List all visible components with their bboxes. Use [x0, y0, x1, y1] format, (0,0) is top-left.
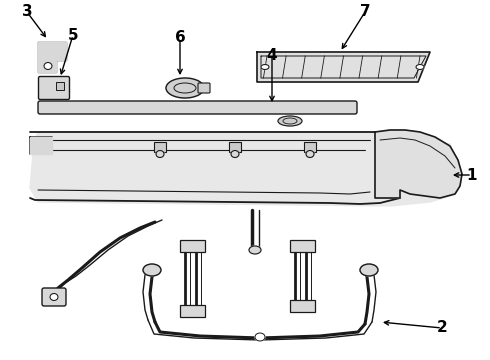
Ellipse shape: [261, 64, 269, 69]
Bar: [180, 305, 205, 317]
Text: 5: 5: [68, 27, 78, 42]
FancyBboxPatch shape: [38, 101, 357, 114]
Ellipse shape: [166, 78, 204, 98]
FancyBboxPatch shape: [42, 288, 66, 306]
Text: 4: 4: [267, 48, 277, 63]
Bar: [154, 142, 166, 152]
Text: 6: 6: [174, 31, 185, 45]
Ellipse shape: [44, 63, 52, 69]
Polygon shape: [30, 132, 455, 206]
Text: 2: 2: [437, 320, 447, 336]
FancyBboxPatch shape: [198, 83, 210, 93]
Text: 3: 3: [22, 4, 32, 19]
Ellipse shape: [416, 64, 424, 69]
Ellipse shape: [50, 293, 58, 301]
Polygon shape: [30, 137, 52, 154]
Bar: [290, 300, 315, 312]
Ellipse shape: [360, 264, 378, 276]
Bar: [229, 142, 241, 152]
Text: 1: 1: [467, 167, 477, 183]
Bar: [290, 240, 315, 252]
FancyBboxPatch shape: [39, 77, 70, 99]
Polygon shape: [375, 130, 462, 198]
Polygon shape: [38, 42, 66, 72]
Ellipse shape: [143, 264, 161, 276]
Ellipse shape: [156, 150, 164, 158]
Ellipse shape: [231, 150, 239, 158]
Polygon shape: [257, 52, 430, 82]
Bar: [56, 82, 64, 90]
Ellipse shape: [306, 150, 314, 158]
Bar: [180, 240, 205, 252]
Ellipse shape: [255, 333, 265, 341]
Bar: [304, 142, 316, 152]
Ellipse shape: [278, 116, 302, 126]
Text: 7: 7: [360, 4, 370, 19]
Ellipse shape: [249, 246, 261, 254]
